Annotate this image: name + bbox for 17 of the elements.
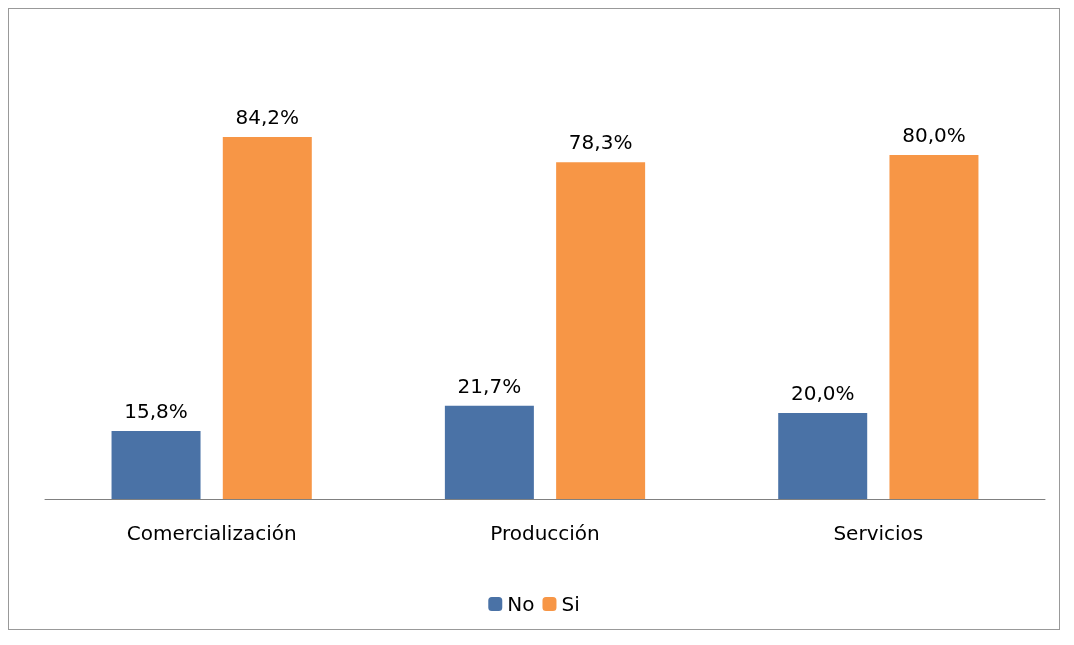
legend-label: No bbox=[507, 592, 535, 616]
data-label: 15,8% bbox=[124, 399, 188, 424]
x-tick-label: Producción bbox=[490, 521, 600, 545]
data-label: 80,0% bbox=[902, 123, 966, 147]
bar bbox=[556, 162, 646, 499]
bar bbox=[778, 413, 868, 499]
bar bbox=[111, 431, 201, 499]
data-label: 20,0% bbox=[790, 381, 855, 405]
bar bbox=[222, 136, 312, 499]
x-tick-label: Comercialización bbox=[126, 521, 297, 545]
data-label: 84,2% bbox=[235, 104, 300, 129]
legend-label: Si bbox=[561, 592, 580, 616]
data-label: 78,3% bbox=[568, 130, 633, 155]
bar bbox=[444, 405, 534, 499]
x-tick-label: Servicios bbox=[833, 521, 924, 545]
bar bbox=[889, 155, 979, 499]
data-label: 21,7% bbox=[457, 373, 522, 398]
